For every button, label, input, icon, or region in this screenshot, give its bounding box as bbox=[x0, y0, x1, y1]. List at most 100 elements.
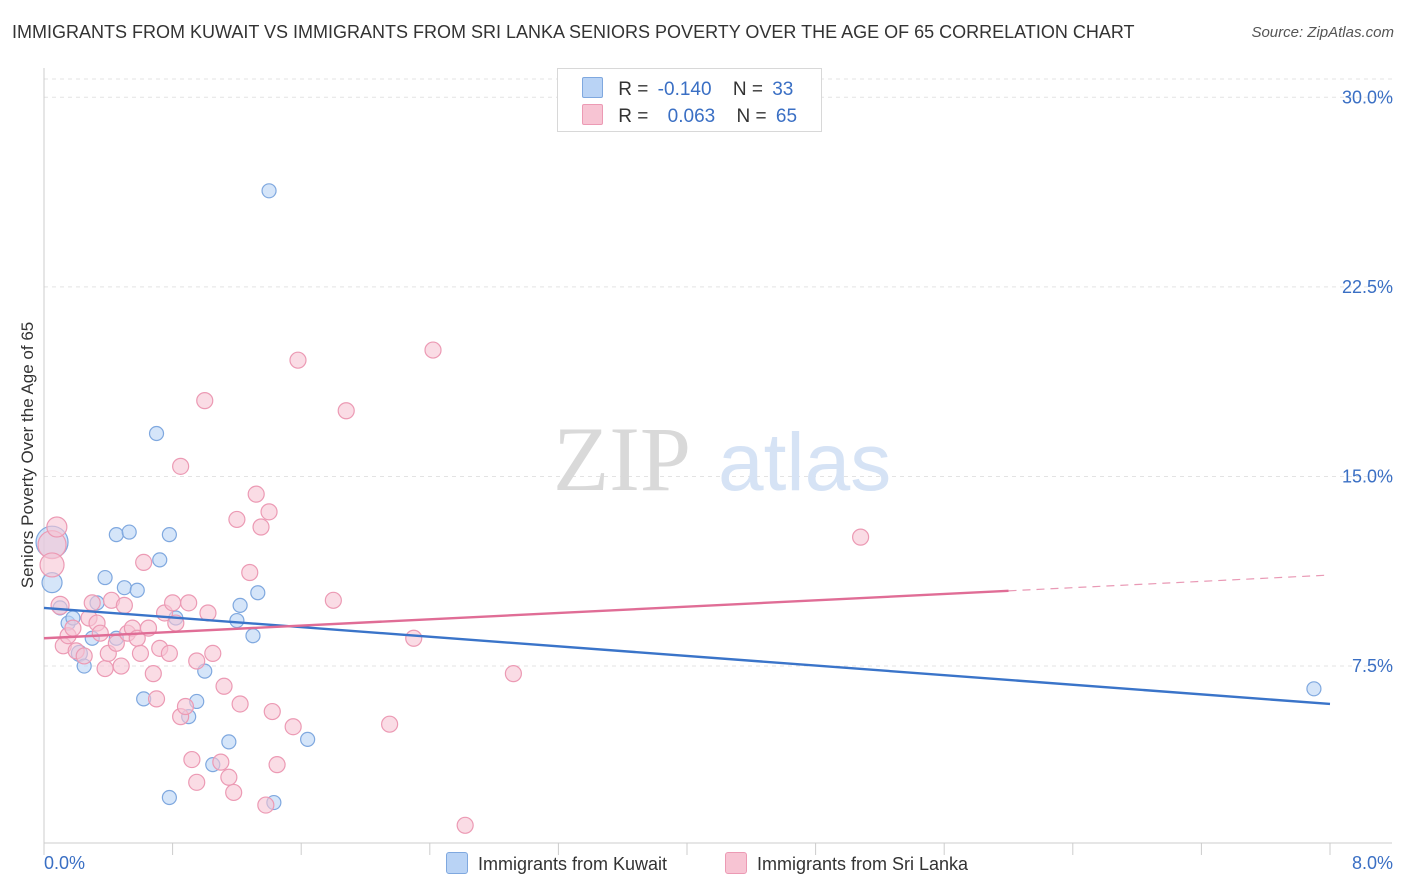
bottom-legend-swatch-srilanka bbox=[725, 852, 747, 874]
legend-row-srilanka: R = 0.063 N = 65 bbox=[582, 104, 797, 128]
srilanka-point bbox=[144, 665, 162, 683]
chart-source: Source: ZipAtlas.com bbox=[1251, 24, 1394, 41]
srilanka-point bbox=[204, 644, 222, 663]
srilanka-point bbox=[324, 591, 342, 609]
correlation-legend: R = -0.140 N = 33 R = 0.063 N = 65 bbox=[557, 68, 822, 132]
kuwait-point bbox=[152, 552, 168, 568]
srilanka-point bbox=[188, 773, 206, 791]
y-axis-label: Seniors Poverty Over the Age of 65 bbox=[18, 322, 37, 588]
kuwait-point bbox=[161, 789, 177, 806]
legend-row-kuwait: R = -0.140 N = 33 bbox=[582, 77, 793, 101]
legend-r-value: 0.063 bbox=[667, 106, 716, 127]
x-tick-label-end: 8.0% bbox=[1352, 853, 1393, 873]
srilanka-point bbox=[247, 485, 265, 503]
srilanka-point bbox=[160, 644, 178, 663]
kuwait-point bbox=[161, 526, 177, 543]
srilanka-point bbox=[241, 563, 259, 582]
srilanka-point bbox=[257, 796, 275, 814]
srilanka-point bbox=[212, 753, 230, 771]
srilanka-point bbox=[147, 690, 166, 708]
bottom-legend-swatch-kuwait bbox=[446, 852, 468, 874]
bottom-legend-label-kuwait: Immigrants from Kuwait bbox=[478, 854, 668, 874]
srilanka-point bbox=[263, 702, 281, 721]
srilanka-point bbox=[135, 553, 153, 572]
kuwait-point bbox=[97, 569, 113, 586]
tick-labels: 7.5% 15.0% 22.5% 30.0% 0.0% 8.0% bbox=[44, 87, 1393, 873]
srilanka-point bbox=[504, 665, 522, 683]
legend-n-value: 65 bbox=[775, 106, 798, 127]
kuwait-point bbox=[121, 524, 137, 540]
legend-r-value: -0.140 bbox=[657, 79, 712, 100]
kuwait-point bbox=[108, 526, 124, 543]
srilanka-point bbox=[405, 629, 423, 647]
srilanka-point bbox=[268, 756, 286, 774]
srilanka-point bbox=[39, 552, 65, 578]
x-tick-label-start: 0.0% bbox=[44, 853, 85, 873]
srilanka-point bbox=[112, 657, 130, 675]
srilanka-point bbox=[337, 402, 355, 420]
srilanka-point bbox=[220, 768, 238, 786]
legend-n-label: N = bbox=[736, 106, 767, 127]
srilanka-point bbox=[215, 677, 233, 695]
srilanka-point bbox=[252, 518, 270, 536]
kuwait-trend-line bbox=[43, 606, 1331, 706]
kuwait-point bbox=[129, 582, 145, 598]
y-tick-label: 30.0% bbox=[1342, 87, 1393, 107]
kuwait-point bbox=[250, 585, 266, 601]
srilanka-point bbox=[289, 351, 307, 369]
srilanka-point bbox=[183, 750, 201, 769]
kuwait-point bbox=[148, 425, 165, 442]
bottom-legend-srilanka: Immigrants from Sri Lanka bbox=[725, 852, 968, 875]
kuwait-point bbox=[116, 580, 132, 596]
srilanka-point bbox=[115, 596, 133, 614]
srilanka-point bbox=[96, 659, 114, 678]
legend-swatch-srilanka bbox=[582, 104, 603, 125]
kuwait-point bbox=[300, 731, 316, 747]
srilanka-point bbox=[284, 718, 302, 736]
srilanka-point bbox=[64, 619, 82, 637]
srilanka-point bbox=[196, 392, 214, 410]
srilanka-point bbox=[188, 652, 206, 670]
y-tick-label: 7.5% bbox=[1352, 656, 1393, 676]
chart-title: IMMIGRANTS FROM KUWAIT VS IMMIGRANTS FRO… bbox=[12, 22, 1135, 42]
srilanka-point bbox=[381, 715, 399, 733]
srilanka-point bbox=[83, 594, 101, 612]
watermark: ZIP atlas bbox=[553, 408, 891, 510]
srilanka-point bbox=[424, 341, 442, 359]
srilanka-point bbox=[164, 594, 182, 612]
srilanka-point bbox=[91, 624, 109, 642]
srilanka-point bbox=[456, 816, 474, 834]
kuwait-point bbox=[221, 734, 237, 750]
srilanka-point bbox=[172, 457, 190, 475]
srilanka-point bbox=[852, 528, 870, 546]
srilanka-point bbox=[46, 516, 68, 538]
legend-n-label: N = bbox=[732, 79, 763, 100]
y-tick-label: 15.0% bbox=[1342, 466, 1393, 486]
srilanka-point bbox=[131, 644, 150, 663]
kuwait-point bbox=[1306, 681, 1322, 697]
bottom-legend-label-srilanka: Immigrants from Sri Lanka bbox=[757, 854, 969, 874]
srilanka-trend-extension bbox=[1008, 574, 1331, 592]
watermark-atlas: atlas bbox=[718, 417, 891, 508]
srilanka-point bbox=[50, 595, 70, 615]
legend-r-label: R = bbox=[618, 106, 649, 127]
srilanka-point bbox=[176, 697, 195, 716]
watermark-zip: ZIP bbox=[553, 408, 691, 510]
srilanka-point bbox=[225, 783, 243, 802]
kuwait-point bbox=[261, 183, 277, 199]
srilanka-point bbox=[228, 510, 246, 529]
kuwait-point bbox=[232, 597, 248, 613]
trend-lines bbox=[43, 574, 1331, 706]
axes bbox=[43, 68, 1392, 855]
y-tick-label: 22.5% bbox=[1342, 277, 1393, 297]
srilanka-point bbox=[180, 594, 198, 612]
legend-swatch-kuwait bbox=[582, 77, 603, 98]
bottom-legend-kuwait: Immigrants from Kuwait bbox=[446, 852, 667, 875]
srilanka-point bbox=[260, 503, 278, 521]
legend-n-value: 33 bbox=[772, 79, 794, 100]
kuwait-point bbox=[245, 628, 261, 644]
kuwait-point bbox=[229, 612, 245, 629]
srilanka-trend-line bbox=[43, 589, 1009, 640]
srilanka-point bbox=[231, 695, 249, 713]
